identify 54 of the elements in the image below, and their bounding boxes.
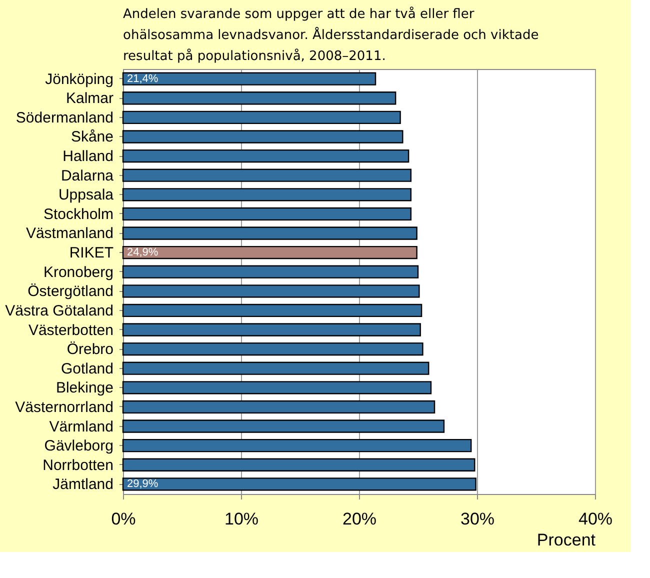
bar bbox=[122, 168, 412, 182]
bar bbox=[122, 478, 476, 491]
bar bbox=[122, 400, 436, 414]
bar bbox=[122, 226, 418, 240]
data-label: 24,9% bbox=[127, 246, 158, 259]
bar bbox=[122, 284, 420, 298]
bar bbox=[122, 207, 412, 221]
x-tick-label: 20% bbox=[342, 510, 377, 528]
y-tick-label: Kalmar bbox=[66, 90, 114, 108]
y-tick-label: Gotland bbox=[60, 360, 114, 378]
bar bbox=[122, 362, 430, 375]
y-tick-label: Uppsala bbox=[58, 186, 114, 204]
y-tick-label: Skåne bbox=[70, 128, 114, 146]
y-tick-label: Östergötland bbox=[28, 283, 114, 300]
y-tick-label: Västmanland bbox=[26, 225, 114, 242]
bar bbox=[122, 188, 412, 202]
bar bbox=[122, 381, 432, 394]
y-tick-label: Jönköping bbox=[45, 70, 114, 88]
x-axis-title: Procent bbox=[536, 530, 596, 550]
bar bbox=[122, 458, 476, 472]
bar bbox=[122, 304, 422, 318]
chart-title: Andelen svarande som uppger att de har två eller fler ohälsosamma levnadsvanor. Åldersstandardiserade och viktade resultat på populationsnivå, 2008–2011. bbox=[123, 6, 539, 64]
y-tick-label: Halland bbox=[62, 148, 114, 166]
x-tick-label: 10% bbox=[224, 510, 259, 528]
bar bbox=[122, 130, 404, 144]
bar bbox=[122, 149, 410, 163]
x-tick-label: 0% bbox=[111, 510, 136, 528]
y-tick-label: Dalarna bbox=[60, 167, 114, 184]
bar bbox=[122, 265, 419, 278]
y-tick-label: Västernorrland bbox=[15, 398, 114, 416]
x-tick-label: 30% bbox=[460, 510, 495, 528]
y-tick-label: Västra Götaland bbox=[5, 302, 114, 320]
bar bbox=[122, 72, 376, 86]
bar bbox=[122, 92, 396, 105]
bar bbox=[122, 110, 401, 124]
y-tick-label: Södermanland bbox=[16, 109, 114, 126]
y-tick-label: Gävleborg bbox=[44, 438, 114, 455]
y-tick-label: RIKET bbox=[69, 244, 114, 262]
bar bbox=[122, 246, 418, 260]
y-tick-label: Örebro bbox=[66, 341, 114, 358]
bar bbox=[122, 342, 424, 356]
data-label: 21,4% bbox=[127, 72, 158, 85]
data-label: 29,9% bbox=[127, 478, 158, 490]
bar bbox=[122, 438, 472, 452]
y-tick-label: Blekinge bbox=[56, 380, 114, 397]
bar bbox=[122, 323, 421, 336]
y-tick-label: Jämtland bbox=[52, 476, 114, 494]
bar bbox=[122, 420, 445, 433]
x-tick-label: 40% bbox=[578, 510, 613, 528]
y-tick-label: Västerbotten bbox=[28, 322, 114, 339]
y-tick-label: Stockholm bbox=[43, 206, 114, 223]
y-tick-label: Norrbotten bbox=[42, 456, 114, 474]
y-tick-label: Värmland bbox=[49, 418, 114, 436]
y-tick-label: Kronoberg bbox=[43, 264, 114, 281]
